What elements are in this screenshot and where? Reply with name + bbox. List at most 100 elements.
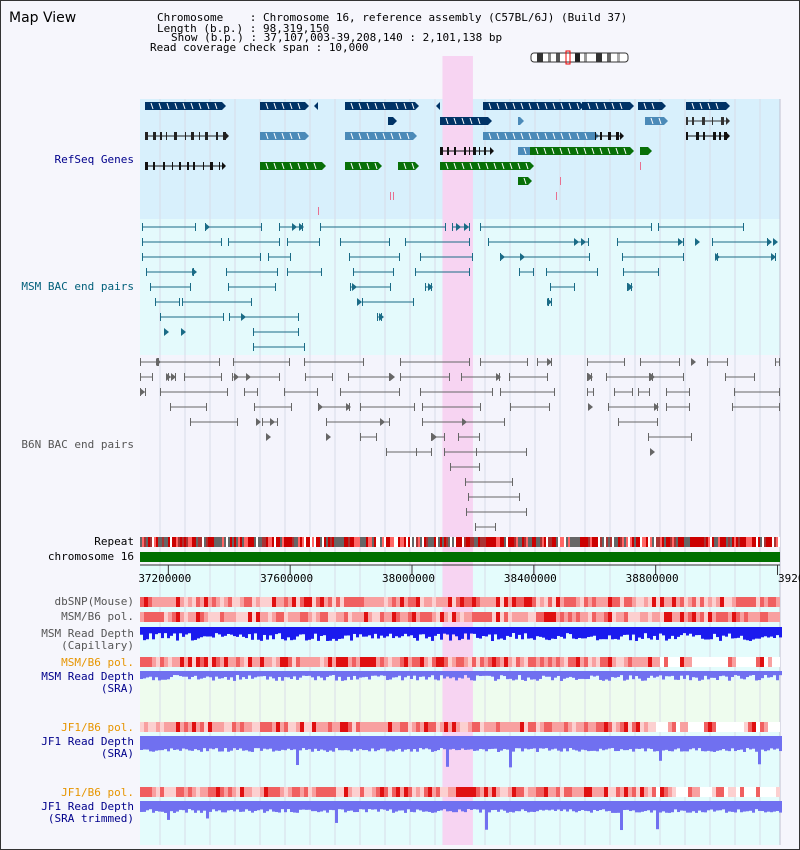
- msm-capillary-depth-bar: [371, 627, 374, 639]
- jf1-b6-pol-heat-cell: [496, 722, 500, 732]
- msm-capillary-depth-bar: [239, 627, 242, 635]
- dbsnp-heat-cell: [420, 597, 424, 607]
- msm-b6-pol2-heat-cell: [352, 657, 356, 667]
- dbsnp-heat-cell: [256, 597, 260, 607]
- msm-capillary-depth-bar: [680, 627, 683, 636]
- msm-b6-pol-heat-cell: [292, 612, 296, 622]
- dbsnp-heat-cell: [308, 597, 312, 607]
- msm-capillary-depth-bar: [308, 627, 311, 640]
- repeat-segment: [682, 537, 684, 547]
- repeat-segment: [576, 537, 578, 547]
- jf1-b6-pol2-heat-cell: [268, 787, 272, 797]
- track-label-jf1-depth-trimmed[interactable]: JF1 Read Depth (SRA trimmed): [41, 800, 134, 825]
- jf1-sra-trimmed-depth-bar: [278, 801, 281, 813]
- repeat-segment: [486, 537, 488, 547]
- track-label-msm-depth-capillary[interactable]: MSM Read Depth (Capillary): [41, 627, 134, 652]
- msm-sra-depth-bar: [269, 671, 272, 677]
- bac-end: [279, 223, 280, 231]
- track-label-jf1-depth-sra[interactable]: JF1 Read Depth (SRA): [41, 735, 134, 760]
- jf1-b6-pol-heat-cell: [584, 722, 588, 732]
- dbsnp-heat-cell: [532, 597, 536, 607]
- msm-capillary-depth-bar: [233, 627, 236, 637]
- repeat-segment: [366, 537, 368, 547]
- msm-sra-depth-bar: [353, 671, 356, 676]
- msm-b6-pol-heat-cell: [640, 612, 644, 622]
- dbsnp-heat-cell: [724, 597, 728, 607]
- jf1-sra-depth-bar: [704, 736, 707, 752]
- track-label-jf1-b6-pol[interactable]: JF1/B6 pol.: [61, 721, 134, 734]
- track-label-msm-depth-sra[interactable]: MSM Read Depth (SRA): [41, 670, 134, 695]
- gene-strand-mark: [603, 102, 607, 110]
- msm-b6-pol2-heat-cell: [332, 657, 336, 667]
- jf1-b6-pol2-heat-cell: [628, 787, 632, 797]
- jf1-b6-pol-heat-cell: [528, 722, 532, 732]
- dbsnp-heat-cell: [332, 597, 336, 607]
- msm-sra-depth-bar: [365, 671, 368, 677]
- repeat-segment: [498, 537, 500, 547]
- track-label-msm-bac[interactable]: MSM BAC end pairs: [21, 280, 134, 293]
- track-label-msm-b6-pol[interactable]: MSM/B6 pol.: [61, 610, 134, 623]
- repeat-segment: [144, 537, 146, 547]
- jf1-b6-pol2-heat-cell: [280, 787, 284, 797]
- jf1-sra-depth-bar: [236, 736, 239, 750]
- msm-b6-pol2-heat-cell: [480, 657, 484, 667]
- msm-b6-pol-heat-cell: [192, 612, 196, 622]
- msm-b6-pol2-heat-cell: [360, 657, 364, 667]
- track-label-msm-b6-pol-2[interactable]: MSM/B6 pol.: [61, 656, 134, 669]
- jf1-sra-trimmed-depth-bar: [536, 801, 539, 812]
- dbsnp-heat-cell: [492, 597, 496, 607]
- jf1-sra-trimmed-depth-bar: [737, 801, 740, 810]
- msm-capillary-depth-bar: [506, 627, 509, 636]
- jf1-b6-pol-heat-cell: [720, 722, 724, 732]
- jf1-sra-trimmed-depth-bar: [500, 801, 503, 810]
- msm-capillary-depth-bar: [149, 627, 152, 634]
- repeat-segment: [358, 537, 360, 547]
- jf1-b6-pol2-heat-cell: [236, 787, 240, 797]
- track-label-repeat[interactable]: Repeat: [94, 535, 134, 548]
- jf1-sra-trimmed-depth-bar: [530, 801, 533, 812]
- jf1-sra-depth-bar: [617, 736, 620, 752]
- track-label-jf1-b6-pol-2[interactable]: JF1/B6 pol.: [61, 786, 134, 799]
- track-label-b6n-bac[interactable]: B6N BAC end pairs: [21, 438, 134, 451]
- msm-capillary-depth-bar: [431, 627, 434, 641]
- track-label-dbsnp[interactable]: dbSNP(Mouse): [54, 595, 134, 608]
- msm-capillary-depth-bar: [581, 627, 584, 639]
- gene-strand-mark: [615, 147, 619, 155]
- jf1-sra-trimmed-depth-bar: [428, 801, 431, 812]
- bac-end: [228, 283, 229, 291]
- msm-sra-depth-bar: [491, 671, 494, 677]
- bac-end: [386, 448, 387, 456]
- track-label-refseq[interactable]: RefSeq Genes: [54, 153, 134, 166]
- repeat-segment: [548, 537, 550, 547]
- msm-sra-depth-bar: [605, 671, 608, 680]
- dbsnp-heat-cell: [456, 597, 460, 607]
- bac-end-arrow: [299, 223, 304, 231]
- jf1-sra-depth-bar: [755, 736, 758, 752]
- msm-b6-pol-heat-cell: [624, 612, 628, 622]
- msm-b6-pol2-heat-cell: [712, 657, 716, 667]
- msm-capillary-depth-bar: [152, 627, 155, 640]
- jf1-sra-depth-bar: [338, 736, 341, 751]
- msm-sra-depth-bar: [701, 671, 704, 680]
- repeat-segment: [400, 537, 402, 547]
- repeat-segment: [306, 537, 308, 547]
- bac-end-arrow: [380, 418, 385, 426]
- bac-end-arrow: [464, 223, 469, 231]
- repeat-segment: [338, 537, 340, 547]
- chromosome-bar: [140, 552, 780, 562]
- msm-capillary-depth-bar: [755, 627, 758, 639]
- jf1-b6-pol2-heat-cell: [420, 787, 424, 797]
- msm-b6-pol2-heat-cell: [772, 657, 776, 667]
- jf1-sra-trimmed-depth-bar: [566, 801, 569, 812]
- gene-exon: [696, 132, 699, 140]
- jf1-b6-pol2-heat-cell: [636, 787, 640, 797]
- repeat-segment: [178, 537, 180, 547]
- jf1-b6-pol-heat-cell: [756, 722, 760, 732]
- jf1-sra-trimmed-depth-bar: [143, 801, 146, 812]
- gene-strand-mark: [358, 132, 362, 140]
- bac-end: [261, 223, 262, 231]
- repeat-segment: [622, 537, 624, 547]
- msm-sra-depth-bar: [500, 671, 503, 676]
- jf1-sra-depth-bar: [203, 736, 206, 749]
